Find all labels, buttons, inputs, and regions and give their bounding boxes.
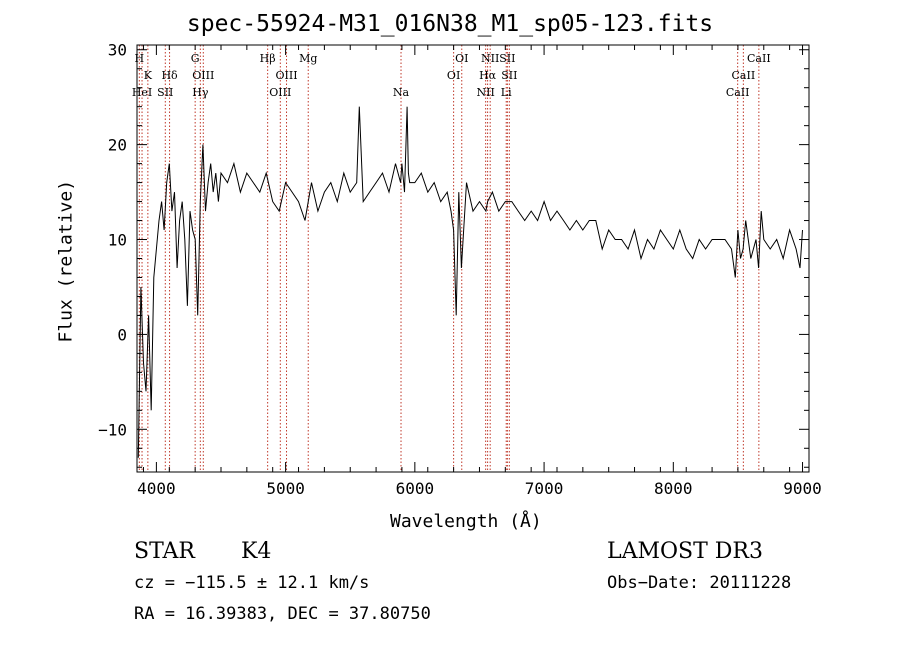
flux-series-line [137, 106, 803, 458]
line-marker-label-7: OIII [192, 69, 214, 82]
y-tick-label-1: 0 [117, 325, 127, 344]
line-marker-label-11: Mg [299, 52, 317, 65]
line-marker-label-13: OI [447, 69, 460, 82]
line-marker-label-5: G [191, 52, 200, 65]
line-marker-label-4: Hδ [161, 69, 178, 82]
y-tick-label-4: 30 [108, 41, 127, 60]
line-marker-label-8: Hβ [260, 52, 276, 65]
line-marker-label-1: K [144, 69, 153, 82]
line-marker-label-17: NII [481, 52, 499, 65]
y-tick-label-0: −10 [98, 420, 127, 439]
line-marker-label-10: OIII [275, 69, 297, 82]
y-tick-label-3: 20 [108, 136, 127, 155]
line-marker-label-2: HeI [132, 86, 152, 99]
axis-tick-labels-layer: 4000 5000 6000 7000 8000 9000 −10 0 10 20 30 [98, 41, 822, 498]
line-marker-label-22: CaII [732, 69, 756, 82]
line-marker-label-16: Hα [479, 69, 497, 82]
plot-frame [136, 44, 810, 473]
x-tick-label-3: 7000 [525, 479, 564, 498]
object-class: STAR [134, 539, 195, 564]
line-marker-label-6: Hγ [192, 86, 209, 99]
y-tick-label-2: 10 [108, 231, 127, 250]
x-tick-label-4: 8000 [654, 479, 693, 498]
line-marker-label-23: CaII [747, 52, 771, 65]
line-marker-label-19: SII [499, 52, 515, 65]
chart-title: spec-55924-M31_016N38_M1_sp05-123.fits [186, 11, 714, 37]
y-axis-label: Flux (relative) [55, 179, 77, 343]
line-marker-label-15: NII [477, 86, 495, 99]
line-marker-label-18: Li [501, 86, 512, 99]
x-tick-label-2: 6000 [396, 479, 435, 498]
line-markers-layer [138, 45, 760, 472]
line-marker-label-12: Na [393, 86, 410, 99]
line-marker-label-0: H [135, 52, 145, 65]
x-axis-label: Wavelength (Å) [390, 511, 542, 532]
line-marker-label-3: SII [157, 86, 173, 99]
survey-name: LAMOST DR3 [607, 539, 763, 564]
line-marker-label-14: OI [455, 52, 468, 65]
x-tick-label-0: 4000 [137, 479, 176, 498]
x-tick-label-1: 5000 [266, 479, 305, 498]
object-subclass: K4 [241, 539, 272, 564]
x-tick-label-5: 9000 [783, 479, 822, 498]
velocity-readout: cz = −115.5 ± 12.1 km/s [134, 573, 370, 593]
obs-date: Obs−Date: 20111228 [607, 573, 792, 593]
coordinates-readout: RA = 16.39383, DEC = 37.80750 [134, 604, 431, 624]
line-marker-label-21: CaII [726, 86, 750, 99]
axis-ticks-layer [137, 45, 809, 472]
line-marker-label-20: SII [501, 69, 517, 82]
line-marker-label-9: OIII [269, 86, 291, 99]
